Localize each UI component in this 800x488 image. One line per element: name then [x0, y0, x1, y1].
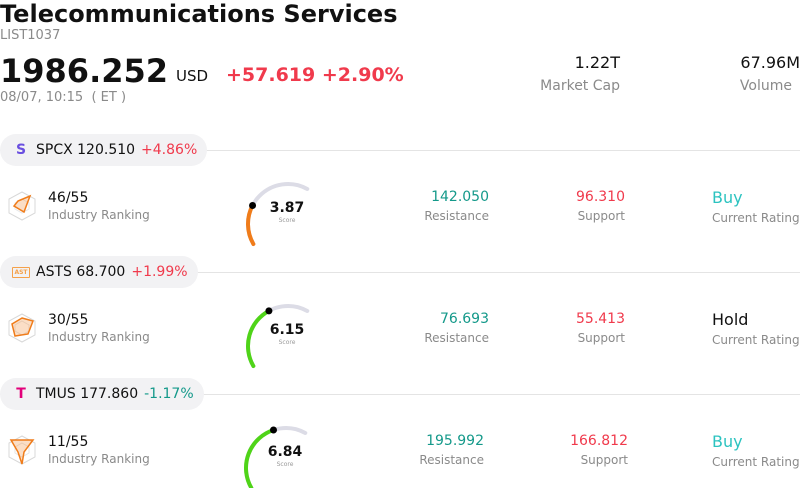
- gauge-marker: [270, 427, 277, 434]
- support-value: 55.413: [576, 311, 625, 327]
- current-rating-value: Buy: [712, 188, 743, 207]
- ticker-price: ASTS 68.700: [36, 264, 125, 280]
- score-label: Score: [261, 461, 309, 468]
- page-title: Telecommunications Services: [0, 0, 398, 28]
- support-label: Support: [578, 209, 625, 223]
- current-rating-value: Hold: [712, 310, 748, 329]
- resistance-value: 142.050: [431, 189, 489, 205]
- volume-label: Volume: [740, 78, 792, 94]
- ticker-change: +1.99%: [131, 264, 187, 280]
- industry-rank-label: Industry Ranking: [48, 452, 150, 466]
- currency-label: USD: [176, 67, 208, 85]
- industry-rank-value: 11/55: [48, 434, 88, 450]
- resistance-value: 76.693: [440, 311, 489, 327]
- current-rating-label: Current Rating: [712, 211, 800, 225]
- ticker-change: -1.17%: [144, 386, 194, 402]
- score-value: 6.84: [261, 444, 309, 460]
- stock-pill-tmus[interactable]: T TMUS 177.860 -1.17%: [0, 378, 204, 410]
- support-value: 96.310: [576, 189, 625, 205]
- industry-rank-value: 46/55: [48, 190, 88, 206]
- gauge-marker: [249, 202, 256, 209]
- score-label: Score: [263, 217, 311, 224]
- stock-pill-asts[interactable]: AST ASTS 68.700 +1.99%: [0, 256, 198, 288]
- resistance-label: Resistance: [419, 453, 484, 467]
- gauge-fill: [248, 205, 253, 244]
- score-label: Score: [263, 339, 311, 346]
- score-value: 3.87: [263, 200, 311, 216]
- market-cap-value: 1.22T: [575, 53, 620, 72]
- current-rating-value: Buy: [712, 432, 743, 451]
- ticker-change: +4.86%: [141, 142, 197, 158]
- support-value: 166.812: [570, 433, 628, 449]
- current-rating-label: Current Rating: [712, 333, 800, 347]
- radar-chart-icon: [6, 190, 38, 222]
- volume-value: 67.96M: [740, 53, 800, 72]
- market-cap-label: Market Cap: [540, 78, 620, 94]
- tmobile-t-icon: T: [12, 385, 30, 403]
- industry-rank-label: Industry Ranking: [48, 330, 150, 344]
- score-value: 6.15: [263, 322, 311, 338]
- support-label: Support: [581, 453, 628, 467]
- stock-pill-spcx[interactable]: S SPCX 120.510 +4.86%: [0, 134, 207, 166]
- resistance-value: 195.992: [426, 433, 484, 449]
- price-change-percent: +2.90%: [322, 64, 404, 86]
- ticker-price: SPCX 120.510: [36, 142, 135, 158]
- timestamp: 08/07, 10:15 ( ET ): [0, 90, 126, 105]
- spacex-s-icon: S: [12, 141, 30, 159]
- resistance-label: Resistance: [424, 331, 489, 345]
- industry-rank-label: Industry Ranking: [48, 208, 150, 222]
- resistance-label: Resistance: [424, 209, 489, 223]
- support-label: Support: [578, 331, 625, 345]
- price-change: +57.619 +2.90%: [226, 64, 404, 86]
- list-code: LIST1037: [0, 28, 60, 43]
- radar-chart-icon: [6, 434, 38, 466]
- asts-logo-icon: AST: [12, 263, 30, 281]
- gauge-marker: [265, 307, 272, 314]
- current-rating-label: Current Rating: [712, 455, 800, 469]
- radar-chart-icon: [6, 312, 38, 344]
- price-change-value: +57.619: [226, 64, 315, 86]
- index-price: 1986.252: [0, 52, 168, 90]
- ticker-price: TMUS 177.860: [36, 386, 138, 402]
- industry-rank-value: 30/55: [48, 312, 88, 328]
